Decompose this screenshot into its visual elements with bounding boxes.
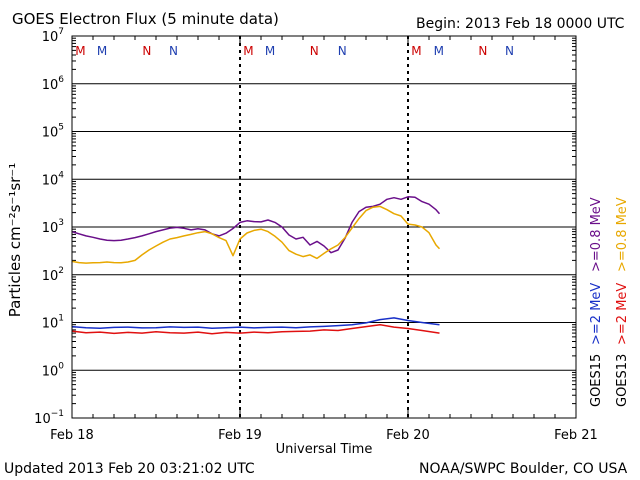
legend-entry: >=0.8 MeV (589, 197, 604, 272)
plot-frame (71, 35, 577, 419)
legend-entry: >=0.8 MeV (615, 197, 630, 272)
y-tick-label: 105 (42, 123, 64, 141)
x-tick-label: Feb 18 (50, 428, 94, 443)
updated-time: Updated 2013 Feb 20 03:21:02 UTC (4, 461, 255, 477)
y-tick-label: 103 (42, 218, 64, 236)
credit: NOAA/SWPC Boulder, CO USA (419, 461, 628, 477)
event-marker: M (97, 44, 107, 58)
series-line (71, 196, 441, 254)
begin-time: Begin: 2013 Feb 18 0000 UTC (416, 16, 625, 32)
x-tick-label: Feb 21 (554, 428, 598, 443)
x-axis-label: Universal Time (276, 442, 373, 457)
legend-entry: GOES15 (589, 354, 604, 407)
legend-entry: >=2 MeV (589, 283, 604, 345)
event-marker: M (411, 44, 421, 58)
chart-title: GOES Electron Flux (5 minute data) (12, 10, 279, 28)
y-tick-label: 104 (42, 170, 65, 188)
legend: >=0.8 MeV >=0.8 MeV >=2 MeV >=2 MeV GOES15 GO… (589, 197, 630, 407)
series-line (71, 205, 441, 264)
series-line (71, 323, 440, 335)
y-tick-label: 10−1 (34, 409, 64, 427)
legend-entry: GOES13 (615, 354, 630, 407)
legend-entry: >=2 MeV (615, 283, 630, 345)
day-boundaries (239, 36, 409, 418)
event-marker: N (478, 44, 487, 58)
series-lines (71, 196, 441, 335)
y-tick-labels: 10−1 100 101 102 103 104 105 106 107 (34, 27, 64, 427)
x-tick-labels: Feb 18 Feb 19 Feb 20 Feb 21 (50, 428, 598, 443)
event-marker: N (310, 44, 319, 58)
event-marker: M (75, 44, 85, 58)
event-marker: M (434, 44, 444, 58)
event-marker: N (142, 44, 151, 58)
y-tick-label: 106 (42, 75, 65, 93)
event-marker: N (505, 44, 514, 58)
y-tick-label: 101 (42, 314, 64, 332)
event-marker: N (338, 44, 347, 58)
x-tick-label: Feb 20 (386, 428, 430, 443)
series-line (71, 317, 440, 329)
x-tick-label: Feb 19 (218, 428, 262, 443)
y-tick-label: 107 (42, 27, 64, 45)
event-marker: M (265, 44, 275, 58)
y-tick-label: 102 (42, 266, 64, 284)
y-tick-label: 100 (42, 361, 65, 379)
event-marker: N (169, 44, 178, 58)
y-axis-label: Particles cm⁻²s⁻¹sr⁻¹ (6, 163, 24, 317)
event-marker: M (243, 44, 253, 58)
grid (71, 36, 577, 418)
